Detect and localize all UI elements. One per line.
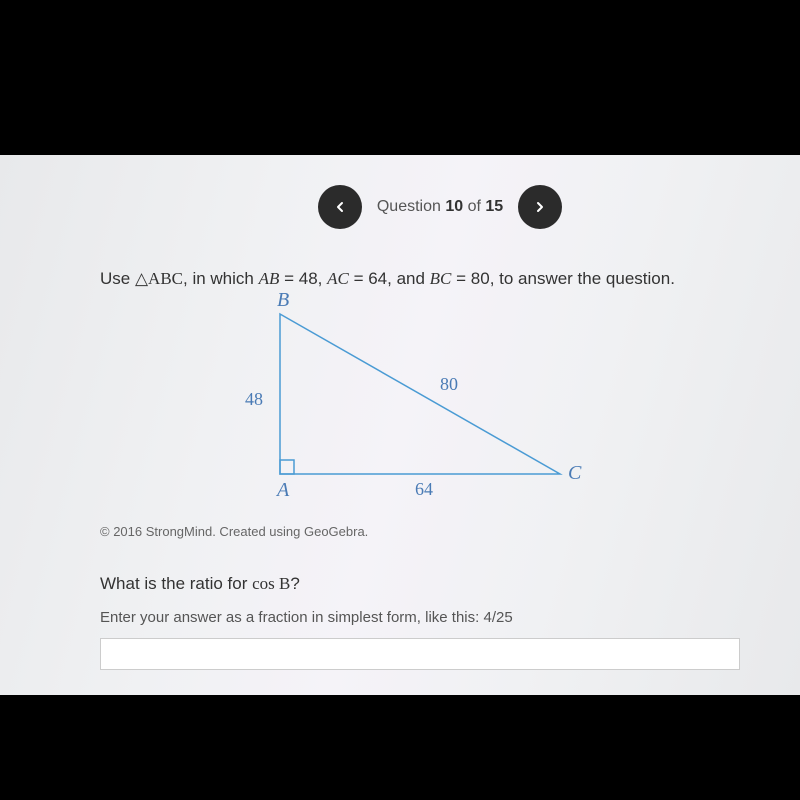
vertex-b-label: B [277,289,289,312]
counter-total: 15 [485,198,503,215]
eq1: = 48, [279,269,327,288]
copyright-text: © 2016 StrongMind. Created using GeoGebr… [100,524,740,539]
problem-statement: Use △ABC, in which AB = 48, AC = 64, and… [100,269,740,289]
problem-prefix: Use [100,269,135,288]
eq3: = 80, to answer the question. [451,269,675,288]
answer-input[interactable] [100,638,740,670]
answer-instruction: Enter your answer as a fraction in simpl… [100,609,740,626]
ab-var: AB [259,269,280,288]
chevron-right-icon [532,199,548,215]
side-ac-label: 64 [415,479,433,500]
triangle-svg [220,304,620,504]
triangle-diagram: B A C 48 80 64 [220,304,620,504]
counter-prefix: Question [377,198,445,215]
question-nav: Question 10 of 15 [140,185,740,229]
bc-var: BC [430,269,452,288]
triangle-symbol: △ABC [135,269,183,288]
side-ab-label: 48 [245,389,263,410]
ac-var: AC [327,269,349,288]
question-prompt: What is the ratio for cos B? [100,574,740,594]
q-prefix: What is the ratio for [100,574,252,593]
prev-question-button[interactable] [318,185,362,229]
question-counter: Question 10 of 15 [377,198,503,216]
content-panel: Question 10 of 15 Use △ABC, in which AB … [0,155,800,695]
triangle-shape [280,314,560,474]
vertex-a-label: A [277,479,289,502]
counter-of: of [463,198,485,215]
counter-current: 10 [445,198,463,215]
q-suffix: ? [290,574,299,593]
vertex-c-label: C [568,462,581,485]
q-cosvar: cos B [252,574,290,593]
eq2: = 64, and [349,269,430,288]
next-question-button[interactable] [518,185,562,229]
right-angle-marker [280,460,294,474]
side-bc-label: 80 [440,374,458,395]
problem-mid: , in which [183,269,259,288]
chevron-left-icon [332,199,348,215]
